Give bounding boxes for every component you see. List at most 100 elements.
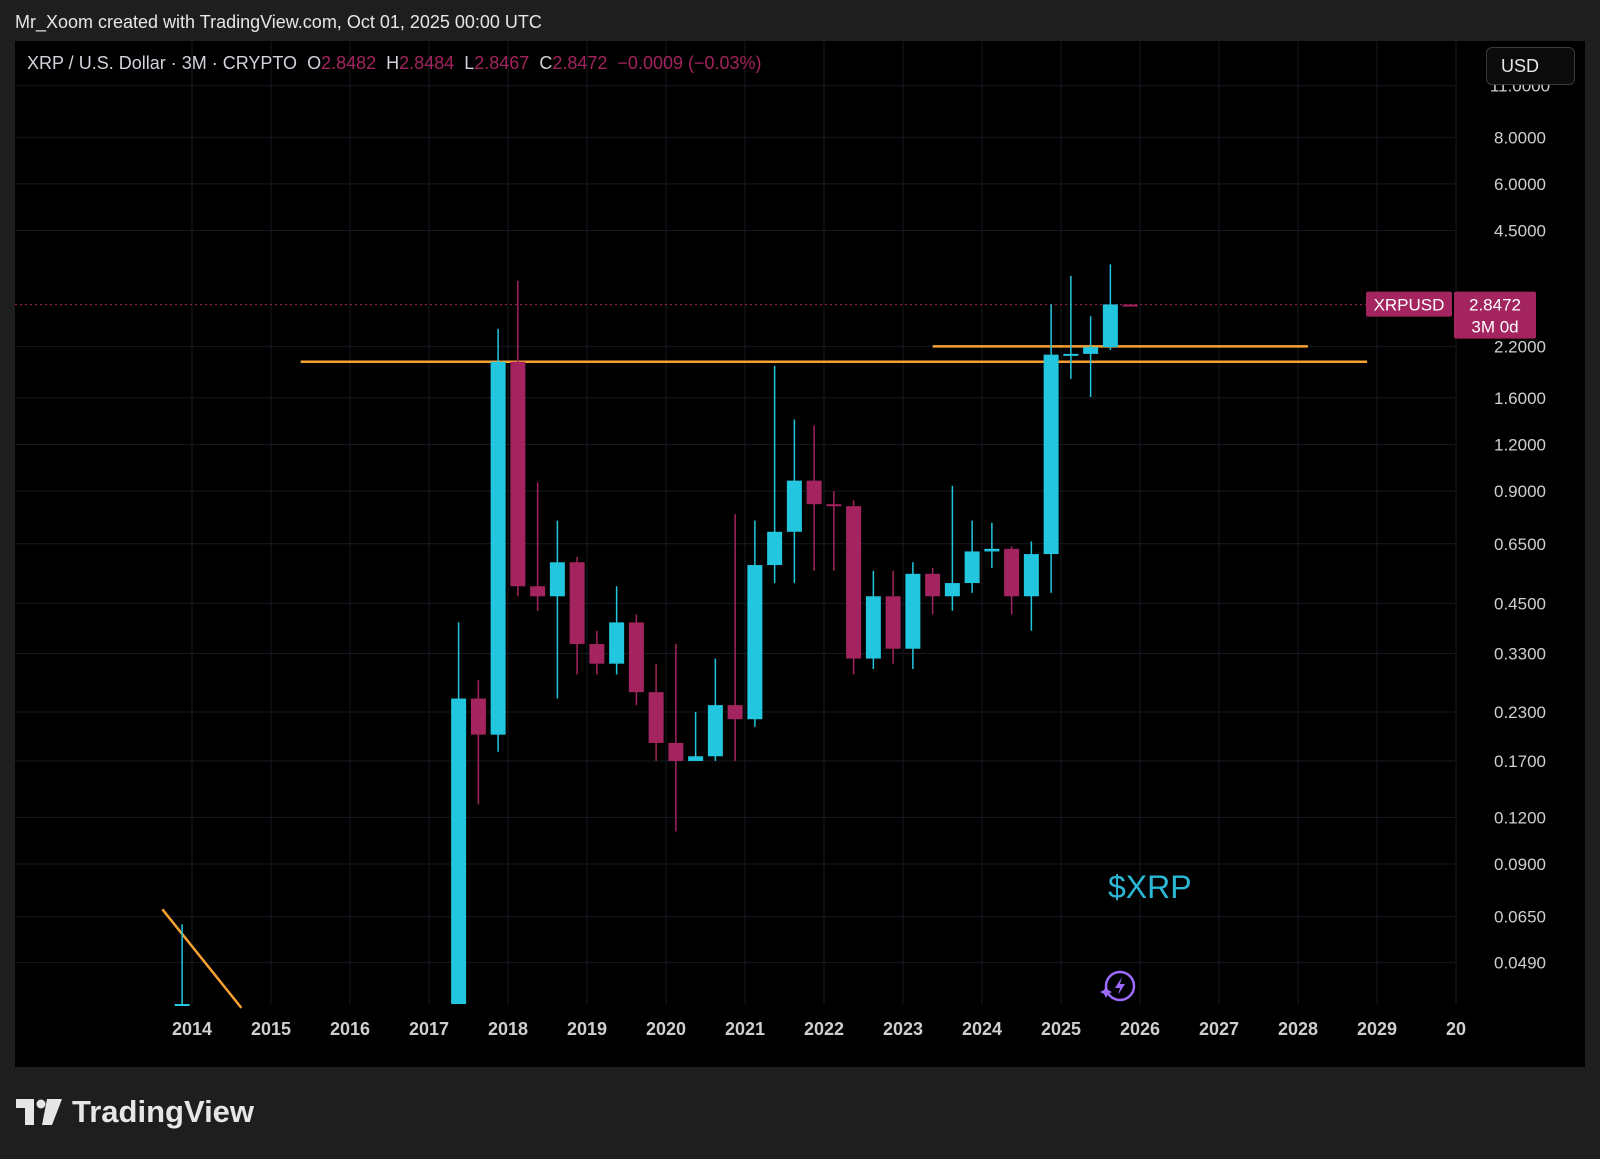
y-tick-label: 6.0000	[1494, 175, 1546, 194]
candle-body	[846, 506, 862, 659]
drawings	[15, 304, 1455, 1009]
candle[interactable]	[707, 658, 723, 761]
candle-body	[905, 573, 921, 649]
candle-body	[984, 548, 1000, 552]
candle[interactable]	[451, 622, 467, 1004]
candle[interactable]	[668, 644, 684, 832]
x-tick-label: 20	[1446, 1019, 1466, 1039]
candle[interactable]	[865, 570, 881, 669]
candle[interactable]	[628, 614, 644, 706]
candle[interactable]	[1063, 275, 1079, 379]
candle[interactable]	[964, 520, 980, 593]
x-tick-label: 2029	[1357, 1019, 1397, 1039]
symbol-watermark: $XRP	[1108, 869, 1192, 905]
candle-body	[470, 698, 486, 735]
x-tick-label: 2025	[1041, 1019, 1081, 1039]
candle-body	[727, 705, 743, 720]
price-tag-bg	[1454, 291, 1536, 339]
chart-canvas[interactable]: 11.00008.00006.00004.50002.20001.60001.2…	[15, 41, 1585, 1067]
candle[interactable]	[944, 485, 960, 611]
candle[interactable]	[470, 680, 486, 805]
candle-body	[549, 562, 565, 597]
candle[interactable]	[648, 663, 664, 761]
legend-open-label: O	[307, 53, 322, 73]
candle[interactable]	[549, 520, 565, 699]
candle-body	[451, 698, 467, 1004]
x-tick-label: 2028	[1278, 1019, 1318, 1039]
candle-body	[1063, 353, 1079, 356]
price-tag-group: XRPUSD 2.8472 3M 0d	[1366, 291, 1536, 339]
brand-name: TradingView	[72, 1094, 255, 1129]
candle-body	[964, 551, 980, 584]
y-tick-label: 0.9000	[1494, 482, 1546, 501]
candle-body	[1122, 304, 1138, 307]
symbol-tag: XRPUSD	[1374, 296, 1445, 315]
tradingview-logo[interactable]: TradingView	[16, 1094, 254, 1130]
candle[interactable]	[747, 520, 763, 727]
tradingview-logo-icon	[16, 1099, 62, 1125]
y-tick-label: 0.0490	[1494, 953, 1546, 972]
symbol-tag-bg	[1366, 291, 1452, 317]
candle[interactable]	[530, 482, 546, 611]
candle[interactable]	[510, 280, 526, 597]
candle[interactable]	[727, 514, 743, 761]
x-tick-label: 2017	[409, 1019, 449, 1039]
candle-body	[589, 644, 605, 664]
y-tick-label: 0.4500	[1494, 594, 1546, 613]
candle-body	[1004, 548, 1020, 597]
candle[interactable]	[174, 924, 190, 1006]
candle-body	[786, 480, 802, 532]
candle-body	[688, 756, 704, 761]
candle-body	[885, 596, 901, 649]
x-tick-label: 2020	[646, 1019, 686, 1039]
currency-button[interactable]: USD	[1486, 47, 1575, 85]
y-tick-label: 8.0000	[1494, 128, 1546, 147]
candle-body	[1083, 347, 1099, 354]
candle[interactable]	[569, 556, 585, 675]
legend-high-label: H	[386, 53, 400, 73]
legend-close-label: C	[539, 53, 553, 73]
y-tick-label: 2.2000	[1494, 337, 1546, 356]
candle[interactable]	[885, 570, 901, 664]
x-tick-label: 2016	[330, 1019, 370, 1039]
replay-icon[interactable]	[1100, 970, 1136, 1002]
chart-area[interactable]: 11.0000 8.0000 6.0000 4.5000 2.2000 1.6000 1.2…	[15, 41, 1585, 1067]
ohlc-legend: XRP / U.S. Dollar · 3M · CRYPTO O2.8482 …	[27, 53, 762, 74]
y-tick-label: 0.0650	[1494, 908, 1546, 927]
x-tick-label: 2026	[1120, 1019, 1160, 1039]
candle[interactable]	[846, 500, 862, 675]
candle[interactable]	[786, 419, 802, 584]
legend-high: 2.8484	[399, 53, 455, 73]
trend-line	[161, 908, 243, 1009]
candle[interactable]	[1004, 546, 1020, 615]
candle[interactable]	[925, 567, 941, 615]
candle-body	[747, 565, 763, 720]
x-tick-label: 2024	[962, 1019, 1002, 1039]
candle-body	[806, 480, 822, 505]
x-tick-label: 2022	[804, 1019, 844, 1039]
candle[interactable]	[905, 562, 921, 669]
y-tick-label: 0.3300	[1494, 645, 1546, 664]
price-tag-countdown: 3M 0d	[1471, 318, 1518, 337]
candle[interactable]	[806, 425, 822, 571]
candle[interactable]	[767, 365, 783, 584]
x-tick-label: 2021	[725, 1019, 765, 1039]
candle[interactable]	[826, 491, 842, 571]
candles[interactable]	[174, 264, 1138, 1006]
axes: 11.00008.00006.00004.50002.20001.60001.2…	[172, 77, 1550, 1039]
candle[interactable]	[1043, 304, 1059, 593]
candle[interactable]	[688, 712, 704, 761]
chart-credit: Mr_Xoom created with TradingView.com, Oc…	[15, 12, 542, 32]
candle-body	[1023, 554, 1039, 597]
candle[interactable]	[1122, 304, 1138, 307]
candle[interactable]	[1102, 264, 1118, 351]
candle[interactable]	[490, 328, 506, 752]
candle-body	[1043, 354, 1059, 555]
candle[interactable]	[1083, 316, 1099, 397]
candle-body	[668, 742, 684, 761]
y-tick-label: 0.1200	[1494, 808, 1546, 827]
candle[interactable]	[984, 522, 1000, 568]
candle[interactable]	[609, 586, 625, 675]
candle[interactable]	[589, 630, 605, 675]
candle[interactable]	[1023, 541, 1039, 631]
